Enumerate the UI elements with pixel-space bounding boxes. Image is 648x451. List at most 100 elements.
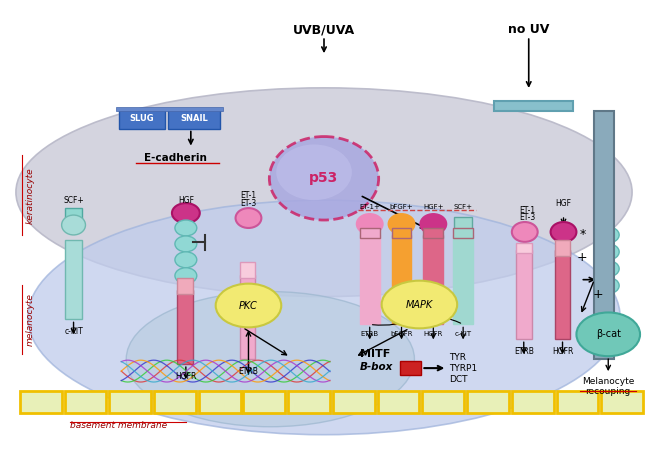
Text: TYRP1: TYRP1 (449, 364, 478, 373)
Ellipse shape (175, 220, 197, 236)
Ellipse shape (276, 144, 352, 200)
Bar (244, 391, 285, 413)
Bar (516, 243, 532, 253)
Bar (601, 391, 643, 413)
Text: ET-3: ET-3 (519, 213, 535, 222)
Bar (453, 235, 473, 324)
Bar (177, 290, 193, 364)
Text: B-box: B-box (360, 362, 393, 372)
Bar (65, 391, 106, 413)
Text: c-KIT: c-KIT (455, 331, 472, 337)
Text: E-cadherin: E-cadherin (145, 153, 207, 163)
Bar (240, 275, 255, 359)
Bar (467, 391, 509, 413)
Bar (288, 391, 330, 413)
Bar (168, 109, 220, 129)
Bar (391, 235, 411, 324)
Text: SLUG: SLUG (130, 114, 154, 123)
Bar (119, 109, 165, 129)
Bar (557, 391, 598, 413)
Ellipse shape (16, 88, 632, 297)
Text: bFGFR: bFGFR (390, 331, 413, 337)
Ellipse shape (597, 227, 619, 243)
Text: no UV: no UV (508, 23, 550, 36)
Text: ET-1: ET-1 (240, 191, 257, 200)
Bar (65, 208, 82, 224)
Ellipse shape (126, 292, 415, 427)
Text: DCT: DCT (449, 374, 468, 383)
Bar (333, 391, 375, 413)
Text: Melanocyte
recouping: Melanocyte recouping (582, 377, 634, 396)
Ellipse shape (175, 236, 197, 252)
Ellipse shape (175, 268, 197, 284)
Bar (555, 240, 570, 256)
Ellipse shape (421, 214, 446, 234)
Text: HGFR: HGFR (552, 347, 573, 356)
Ellipse shape (597, 244, 619, 260)
Ellipse shape (512, 222, 538, 242)
Ellipse shape (28, 200, 620, 435)
Ellipse shape (357, 214, 382, 234)
Ellipse shape (597, 261, 619, 276)
Ellipse shape (216, 284, 281, 327)
Ellipse shape (577, 313, 640, 356)
Text: SNAIL: SNAIL (180, 114, 207, 123)
Bar (494, 101, 573, 110)
Bar (65, 240, 82, 319)
Text: MAPK: MAPK (406, 299, 433, 309)
Bar (154, 391, 196, 413)
Text: HGFR: HGFR (175, 372, 196, 381)
Text: TYR: TYR (449, 353, 466, 362)
Bar (360, 228, 380, 238)
Bar (422, 391, 464, 413)
Ellipse shape (389, 214, 415, 234)
Text: HGF+: HGF+ (423, 204, 444, 210)
Bar (453, 228, 473, 238)
Bar (516, 250, 532, 339)
Text: ET-1+: ET-1+ (359, 204, 380, 210)
Text: *: * (579, 229, 586, 241)
Bar (555, 250, 570, 339)
Bar (423, 235, 443, 324)
Text: HGFR: HGFR (424, 331, 443, 337)
Text: p53: p53 (309, 171, 339, 185)
Bar (423, 228, 443, 238)
Text: ETRB: ETRB (361, 331, 379, 337)
Ellipse shape (62, 215, 86, 235)
Text: HGF: HGF (178, 196, 194, 205)
Bar (116, 107, 223, 110)
Bar (594, 110, 614, 359)
Text: ET-3: ET-3 (240, 199, 257, 208)
Ellipse shape (597, 278, 619, 294)
Ellipse shape (382, 281, 457, 328)
Text: HGF: HGF (555, 199, 572, 208)
Text: ETRB: ETRB (238, 367, 259, 376)
Text: ETRB: ETRB (514, 347, 534, 356)
Text: SCF+: SCF+ (63, 196, 84, 205)
Bar (199, 391, 240, 413)
Text: +: + (577, 251, 588, 264)
Ellipse shape (175, 252, 197, 268)
Text: melanocyte: melanocyte (25, 293, 34, 346)
Ellipse shape (172, 203, 200, 223)
Text: PKC: PKC (239, 300, 258, 310)
Bar (400, 361, 421, 375)
Text: MITF: MITF (360, 349, 390, 359)
Text: keratinocyte: keratinocyte (25, 167, 34, 224)
Text: basement membrane: basement membrane (69, 421, 167, 430)
Text: β-cat: β-cat (596, 329, 621, 339)
Bar (240, 262, 255, 278)
Bar (454, 217, 472, 231)
Text: UVB/UVA: UVB/UVA (293, 23, 355, 36)
Ellipse shape (551, 222, 577, 242)
Bar (378, 391, 419, 413)
Bar (391, 228, 411, 238)
Bar (110, 391, 151, 413)
Text: ET-1: ET-1 (519, 206, 535, 215)
Ellipse shape (270, 137, 378, 220)
Bar (177, 278, 193, 294)
Bar (512, 391, 553, 413)
Text: SCF+: SCF+ (454, 204, 472, 210)
Bar (20, 391, 62, 413)
Text: +: + (593, 288, 604, 301)
